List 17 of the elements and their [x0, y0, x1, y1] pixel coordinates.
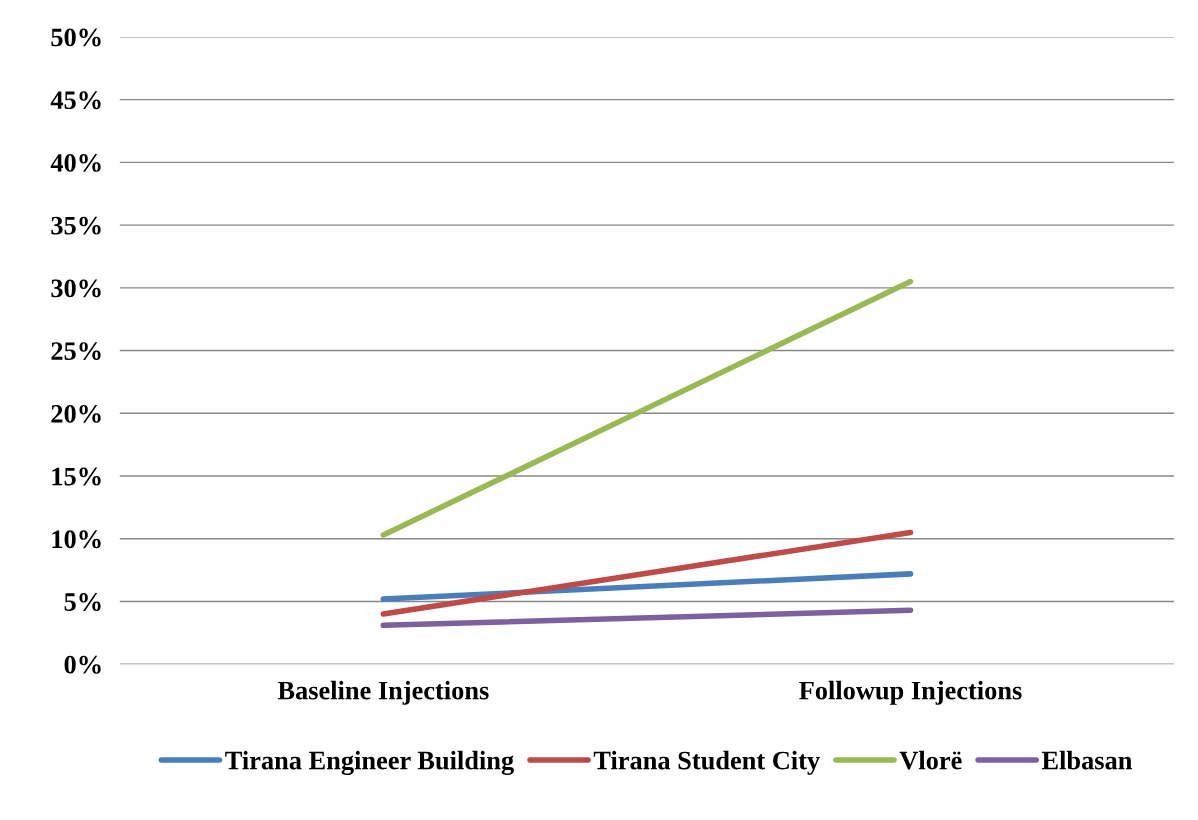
legend-label: Elbasan: [1041, 750, 1133, 770]
y-tick-label: 40%: [50, 153, 101, 172]
y-tick-label: 20%: [51, 404, 101, 423]
y-tick-label: 0%: [64, 655, 101, 674]
y-tick-label: 45%: [50, 91, 101, 110]
y-tick-label: 5%: [64, 593, 101, 611]
legend-label: Vlorë: [899, 750, 962, 770]
y-tick-label: 50%: [51, 28, 101, 47]
y-tick-label: 30%: [51, 279, 101, 298]
legend-label: Tirana Student City: [593, 750, 820, 775]
y-tick-label: 35%: [51, 216, 101, 235]
legend-label: Tirana Engineer Building: [225, 750, 514, 775]
y-tick-label: 25%: [51, 342, 101, 361]
x-tick-label: Followup Injections: [799, 680, 1022, 705]
y-tick-label: 10%: [52, 530, 101, 549]
x-tick-label: Baseline Injections: [277, 680, 489, 705]
y-tick-label: 15%: [52, 467, 101, 486]
